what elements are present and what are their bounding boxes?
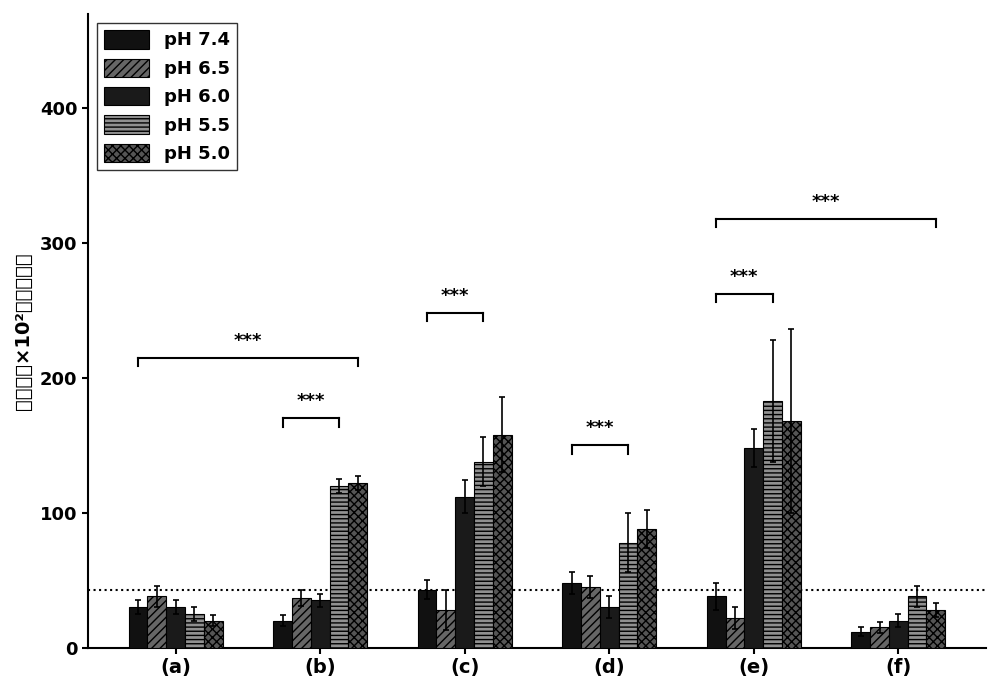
Bar (311, 600, 330, 647)
Bar (562, 583, 581, 647)
Bar (348, 483, 367, 647)
Bar (204, 621, 223, 647)
Text: ***: *** (296, 392, 325, 410)
Bar (637, 529, 656, 647)
Bar (889, 621, 908, 647)
Bar (782, 421, 801, 647)
Text: ***: *** (730, 268, 759, 286)
Bar (436, 610, 455, 647)
Bar (455, 497, 474, 647)
Bar (744, 448, 763, 647)
Bar (474, 462, 493, 647)
Bar (147, 596, 166, 647)
Text: ***: *** (441, 287, 470, 305)
Bar (273, 621, 292, 647)
Bar (908, 596, 926, 647)
Bar (418, 589, 436, 647)
Bar (493, 435, 512, 647)
Bar (185, 614, 204, 647)
Y-axis label: 荧光强度×10²（吸光度）: 荧光强度×10²（吸光度） (14, 252, 33, 410)
Bar (870, 627, 889, 647)
Bar (600, 607, 619, 647)
Bar (851, 632, 870, 647)
Bar (926, 610, 945, 647)
Bar (166, 607, 185, 647)
Bar (292, 598, 311, 647)
Bar (619, 542, 637, 647)
Bar (726, 618, 744, 647)
Text: ***: *** (586, 419, 614, 437)
Legend: pH 7.4, pH 6.5, pH 6.0, pH 5.5, pH 5.0: pH 7.4, pH 6.5, pH 6.0, pH 5.5, pH 5.0 (97, 23, 237, 170)
Bar (581, 587, 600, 647)
Text: ***: *** (234, 332, 262, 350)
Bar (330, 486, 348, 647)
Bar (707, 596, 726, 647)
Bar (763, 401, 782, 647)
Text: ***: *** (812, 193, 840, 211)
Bar (129, 607, 147, 647)
